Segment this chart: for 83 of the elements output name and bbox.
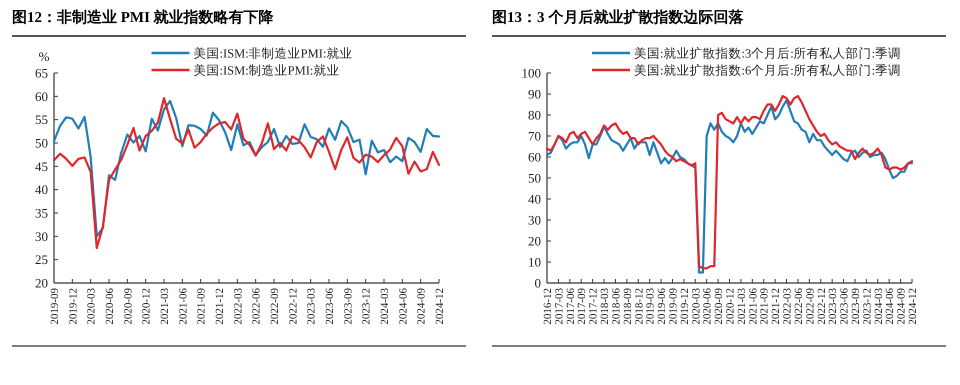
x-tick-label: 2021-12 (214, 288, 226, 325)
x-tick-label: 2020-12 (140, 288, 153, 325)
y-tick-label: 100 (522, 66, 541, 80)
x-tick-label: 2024-12 (907, 288, 919, 325)
x-tick-label: 2019-06 (656, 288, 668, 325)
x-tick-label: 2023-03 (306, 288, 318, 325)
x-tick-label: 2021-06 (747, 288, 760, 325)
x-tick-label: 2018-03 (599, 288, 612, 325)
x-tick-label: 2020-06 (702, 288, 714, 325)
y-tick-label: 60 (528, 150, 541, 164)
x-tick-label: 2024-06 (884, 288, 896, 325)
x-tick-label: 2021-06 (177, 288, 190, 325)
x-tick-label: 2024-09 (416, 288, 428, 325)
x-tick-label: 2024-12 (434, 288, 446, 325)
x-tick-label: 2022-06 (250, 288, 263, 325)
x-tick-label: 2020-09 (122, 288, 134, 325)
x-tick-label: 2017-12 (588, 288, 600, 325)
y-tick-label: 50 (35, 136, 48, 150)
y-tick-label: 60 (35, 88, 48, 104)
chart-title: 图13：3 个月后就业扩散指数边际回落 (492, 8, 744, 26)
y-tick-label: 45 (35, 158, 48, 174)
x-tick-label: 2020-06 (104, 288, 116, 325)
legend-label: 美国:ISM:制造业PMI:就业 (194, 62, 340, 78)
x-tick-label: 2021-03 (736, 288, 748, 325)
y-tick-label: 40 (528, 192, 541, 206)
x-tick-label: 2017-09 (576, 288, 588, 325)
legend-label: 美国:就业扩散指数:3个月后:所有私人部门:季调 (634, 46, 902, 60)
x-tick-label: 2021-09 (196, 288, 208, 325)
y-tick-label: 65 (35, 66, 48, 80)
x-tick-label: 2019-12 (67, 288, 80, 325)
chart-title: 图12：非制造业 PMI 就业指数略有下降 (12, 9, 275, 26)
legend-label: 美国:就业扩散指数:6个月后:所有私人部门:季调 (634, 62, 902, 78)
legend-label: 美国:ISM:非制造业PMI:就业 (194, 46, 352, 60)
x-tick-label: 2022-03 (782, 288, 794, 325)
x-tick-label: 2020-03 (690, 288, 702, 325)
y-tick-label: 10 (528, 254, 541, 270)
y-tick-label: 50 (528, 170, 541, 186)
x-tick-label: 2018-12 (633, 288, 646, 325)
y-tick-label: 80 (528, 108, 541, 122)
x-tick-label: 2018-06 (610, 288, 622, 325)
y-tick-label: 30 (528, 212, 541, 228)
y-tick-label: 70 (528, 128, 541, 144)
x-tick-label: 2020-09 (713, 288, 726, 325)
x-tick-label: 2022-12 (287, 288, 300, 325)
x-tick-label: 2016-12 (542, 288, 554, 325)
x-tick-label: 2020-03 (86, 288, 98, 325)
x-tick-label: 2019-03 (644, 288, 657, 325)
y-axis-title: % (38, 49, 50, 64)
x-tick-label: 2020-12 (724, 288, 736, 325)
x-tick-label: 2024-09 (896, 288, 908, 325)
x-tick-label: 2018-09 (622, 288, 634, 325)
y-tick-label: 55 (35, 112, 48, 128)
x-tick-label: 2019-09 (49, 288, 61, 325)
x-tick-label: 2023-12 (360, 288, 373, 325)
x-tick-label: 2022-09 (269, 288, 281, 325)
x-tick-label: 2023-09 (342, 288, 354, 325)
x-tick-label: 2023-06 (838, 288, 851, 325)
y-tick-label: 30 (35, 228, 48, 244)
x-tick-label: 2024-03 (872, 288, 885, 325)
x-tick-label: 2021-09 (758, 288, 771, 325)
x-tick-label: 2024-06 (397, 288, 410, 325)
x-tick-label: 2024-03 (379, 288, 391, 325)
y-tick-label: 20 (35, 276, 48, 290)
x-tick-label: 2023-12 (861, 288, 874, 325)
x-tick-label: 2023-09 (850, 288, 862, 325)
x-tick-label: 2023-06 (324, 288, 336, 325)
y-tick-label: 40 (35, 182, 48, 198)
y-tick-label: 35 (35, 206, 48, 220)
x-tick-label: 2021-12 (770, 288, 782, 325)
x-tick-label: 2017-03 (553, 288, 566, 325)
x-tick-label: 2021-03 (159, 288, 171, 325)
y-tick-label: 20 (528, 234, 541, 248)
x-tick-label: 2022-09 (804, 288, 816, 325)
x-tick-label: 2022-12 (816, 288, 828, 325)
x-tick-label: 2017-06 (564, 288, 577, 325)
x-tick-label: 2019-12 (678, 288, 691, 325)
x-tick-label: 2022-03 (232, 288, 244, 325)
y-tick-label: 90 (528, 86, 541, 102)
x-tick-label: 2023-03 (827, 288, 840, 325)
x-tick-label: 2022-06 (792, 288, 805, 325)
x-tick-label: 2019-09 (667, 288, 680, 325)
y-tick-label: 0 (534, 276, 541, 290)
y-tick-label: 25 (35, 252, 48, 268)
